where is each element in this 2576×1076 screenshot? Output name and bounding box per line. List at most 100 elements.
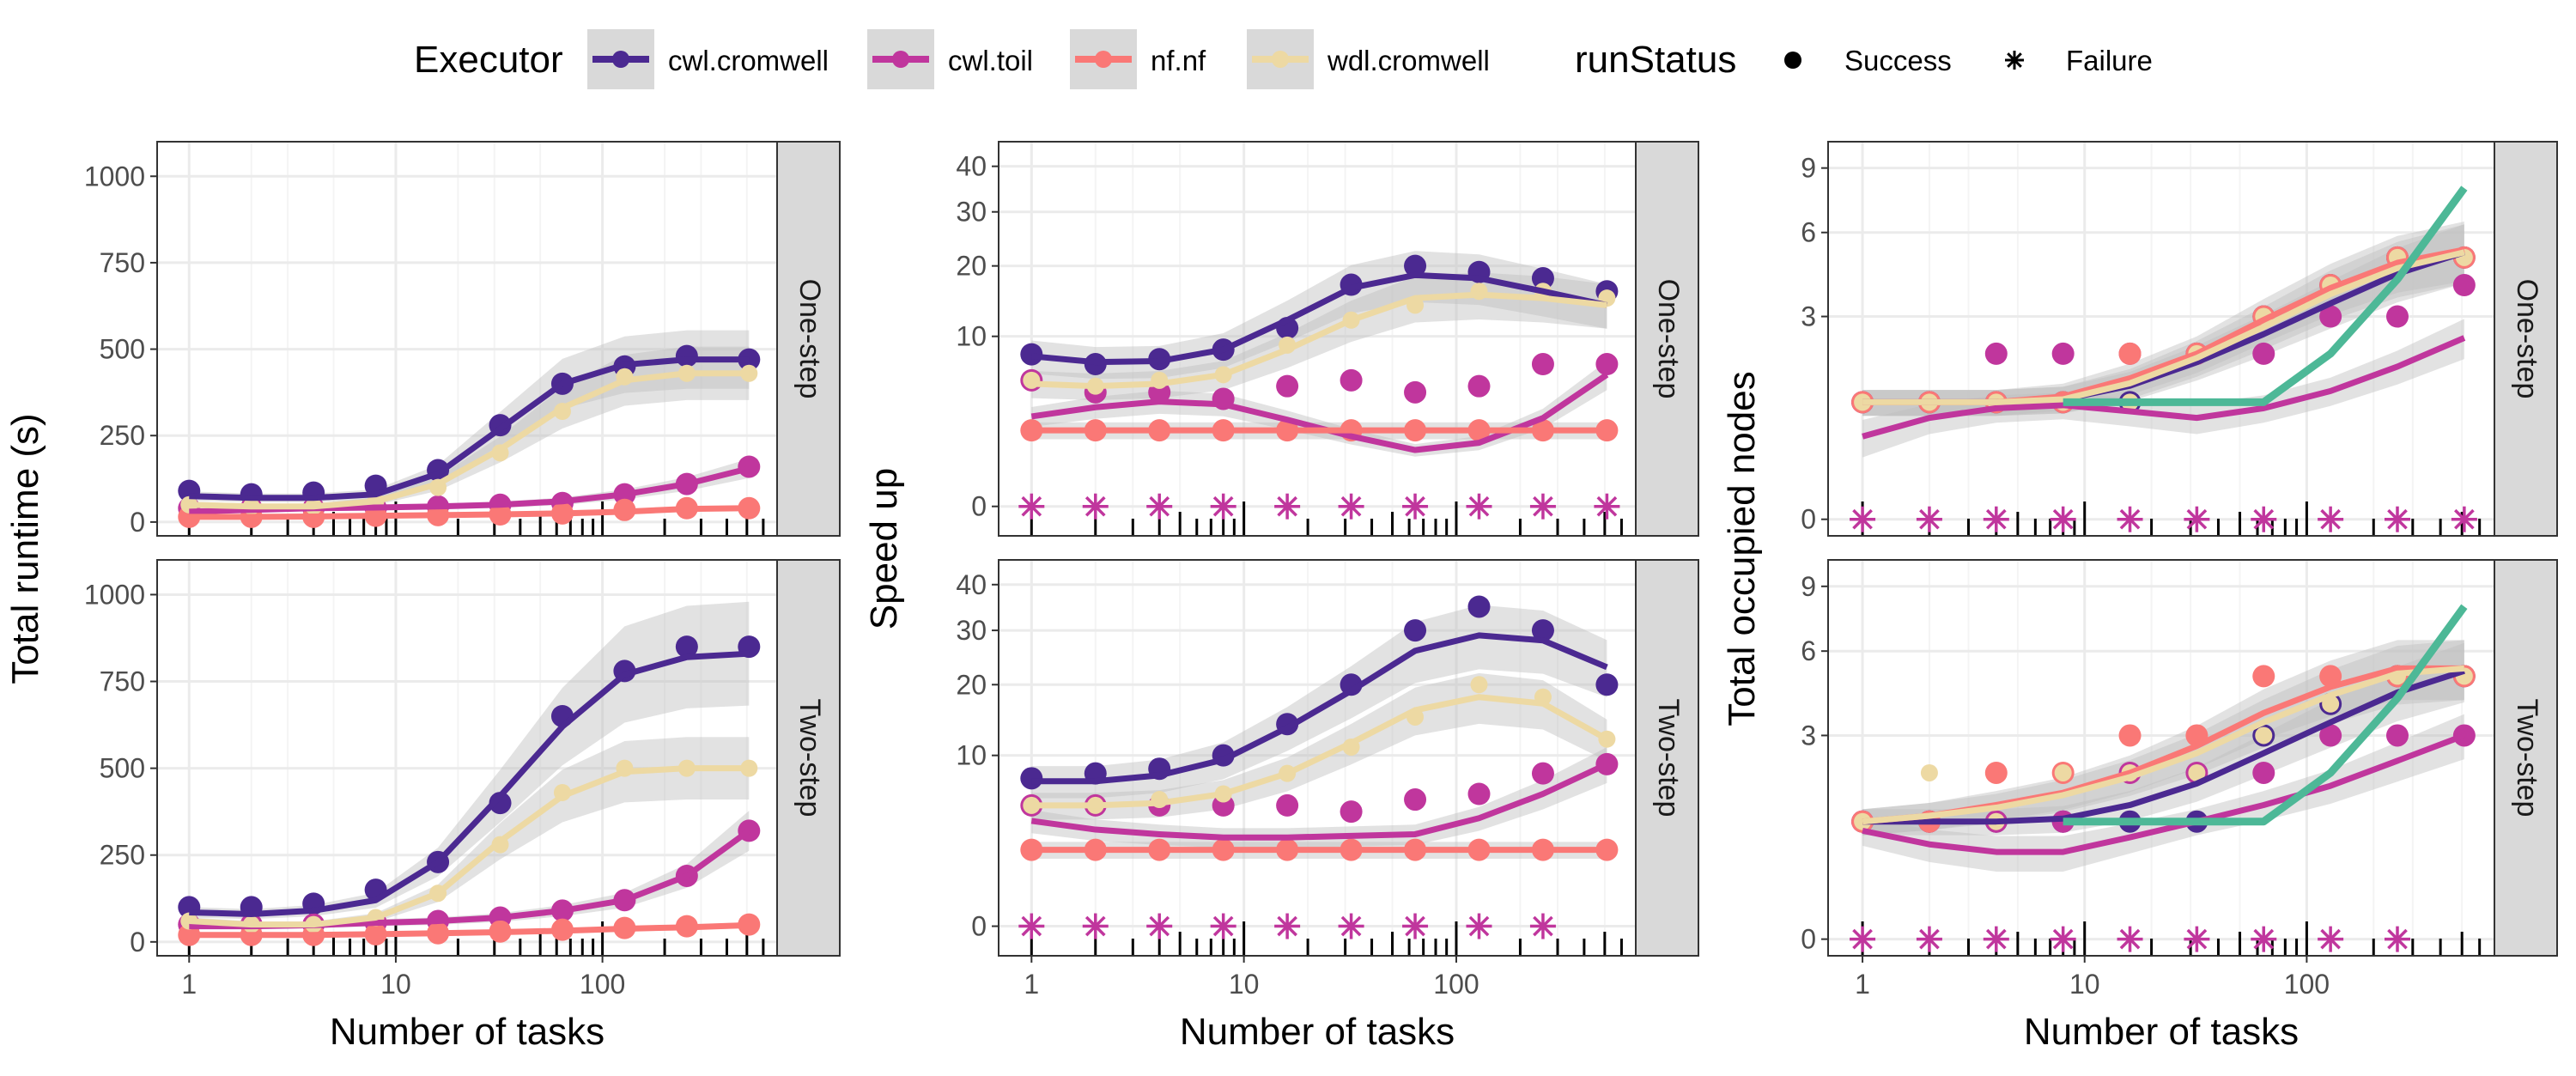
confidence-ribbon bbox=[1031, 672, 1607, 820]
legend-key-point bbox=[892, 51, 909, 68]
legend-key-point bbox=[1272, 51, 1289, 68]
legend-label: nf.nf bbox=[1151, 45, 1206, 76]
data-point bbox=[1404, 254, 1427, 277]
failure-stroke bbox=[1021, 915, 1042, 937]
y-tick-label: 0 bbox=[971, 911, 987, 942]
y-tick-label: 30 bbox=[956, 615, 987, 646]
failure-point bbox=[1466, 913, 1492, 939]
failure-stroke bbox=[1021, 495, 1042, 517]
fit-line bbox=[189, 505, 750, 520]
y-tick-label: 40 bbox=[956, 151, 987, 182]
data-point bbox=[1340, 368, 1363, 392]
fit-line bbox=[1862, 733, 2466, 855]
fit-line bbox=[1862, 249, 2465, 405]
failure-point bbox=[2184, 506, 2210, 532]
fit-line bbox=[2063, 604, 2468, 826]
failure-point bbox=[1402, 493, 1429, 520]
data-point bbox=[1276, 374, 1299, 398]
confidence-ribbon bbox=[189, 601, 750, 920]
data-point bbox=[738, 455, 761, 478]
fit-line bbox=[189, 921, 750, 939]
y-axis-label: Total occupied nodes bbox=[1721, 371, 1763, 726]
x-tick-label: 1 bbox=[181, 969, 197, 1000]
y-axis-label: Total runtime (s) bbox=[4, 413, 46, 684]
fit-line bbox=[1030, 761, 1608, 841]
y-tick-label: 250 bbox=[100, 840, 145, 871]
panel-two-step: 0 250 500 750 1000 Two-step 1 10 100 bbox=[84, 559, 841, 1000]
fit-line bbox=[1862, 335, 2466, 440]
failure-point bbox=[2318, 506, 2344, 532]
legend-label: cwl.toil bbox=[948, 45, 1033, 76]
failure-stroke bbox=[2052, 928, 2074, 950]
failure-stroke bbox=[1340, 915, 1362, 937]
legend: Executor cwl.cromwell cwl.toil nf.nf wdl.cro… bbox=[414, 29, 2153, 89]
failure-point bbox=[1983, 506, 2009, 532]
failure-point bbox=[1210, 913, 1236, 939]
failure-point bbox=[1018, 493, 1045, 520]
data-point bbox=[1595, 353, 1619, 376]
strip-label: One-step bbox=[2511, 279, 2543, 399]
confidence-ribbon bbox=[1031, 605, 1607, 799]
failure-point bbox=[1594, 493, 1620, 520]
legend-title-status: runStatus bbox=[1575, 39, 1736, 81]
x-tick-label: 1 bbox=[1024, 969, 1039, 1000]
data-point bbox=[2118, 342, 2142, 365]
fit-line bbox=[1031, 291, 1607, 390]
data-point bbox=[2252, 761, 2275, 784]
fit-line bbox=[1031, 632, 1608, 785]
data-point bbox=[2252, 665, 2275, 688]
legend-key-nf-nf bbox=[1070, 29, 1137, 89]
failure-stroke bbox=[1405, 495, 1425, 517]
y-tick-label: 1000 bbox=[84, 579, 145, 610]
failure-stroke bbox=[1533, 495, 1553, 517]
data-point bbox=[675, 635, 698, 659]
failure-stroke bbox=[2387, 508, 2408, 530]
data-point bbox=[2319, 665, 2342, 688]
failure-point bbox=[1082, 493, 1109, 520]
failure-stroke bbox=[2320, 508, 2341, 530]
failure-stroke bbox=[2320, 928, 2341, 950]
strip-bg bbox=[2494, 141, 2558, 537]
y-axis-label: Speed up bbox=[863, 468, 905, 629]
x-tick-label: 100 bbox=[2284, 969, 2330, 1000]
confidence-ribbon bbox=[1031, 361, 1607, 457]
strip-bg bbox=[776, 559, 841, 957]
failure-stroke bbox=[1919, 928, 1940, 950]
failure-point bbox=[2050, 926, 2076, 952]
strip-label: Two-step bbox=[793, 699, 826, 818]
data-point bbox=[1020, 343, 1043, 366]
y-tick-label: 9 bbox=[1801, 571, 1816, 602]
data-point bbox=[1531, 353, 1554, 376]
data-point bbox=[1531, 267, 1554, 290]
data-point bbox=[2319, 724, 2342, 747]
failure-point bbox=[1338, 493, 1364, 520]
y-tick-label: 0 bbox=[130, 507, 145, 538]
failure-point bbox=[1338, 913, 1364, 939]
failure-stroke bbox=[2186, 928, 2208, 950]
y-tick-label: 6 bbox=[1801, 217, 1816, 248]
data-point bbox=[1467, 595, 1491, 618]
failure-stroke bbox=[1919, 508, 1940, 530]
failure-stroke bbox=[1277, 915, 1297, 937]
strip-label: Two-step bbox=[1652, 699, 1685, 818]
failure-point bbox=[2117, 926, 2143, 952]
data-point bbox=[2255, 726, 2273, 745]
failure-stroke bbox=[1405, 915, 1425, 937]
fit-line bbox=[189, 650, 750, 917]
failure-point bbox=[1983, 926, 2009, 952]
y-tick-label: 40 bbox=[956, 569, 987, 600]
x-axis-label: Number of tasks bbox=[330, 1011, 605, 1053]
panel-one-step: 0 3 6 9 One-step bbox=[1801, 141, 2558, 537]
legend-key-point bbox=[612, 51, 629, 68]
failure-stroke bbox=[1985, 508, 2007, 530]
fit-line bbox=[1031, 694, 1609, 809]
failure-stroke bbox=[1212, 915, 1234, 937]
strip-bg bbox=[776, 141, 841, 537]
failure-stroke bbox=[2052, 508, 2074, 530]
data-point bbox=[2118, 724, 2142, 747]
failure-stroke bbox=[1468, 495, 1490, 517]
strip-bg bbox=[2494, 559, 2558, 957]
failure-point bbox=[1274, 913, 1301, 939]
data-point bbox=[738, 913, 761, 936]
